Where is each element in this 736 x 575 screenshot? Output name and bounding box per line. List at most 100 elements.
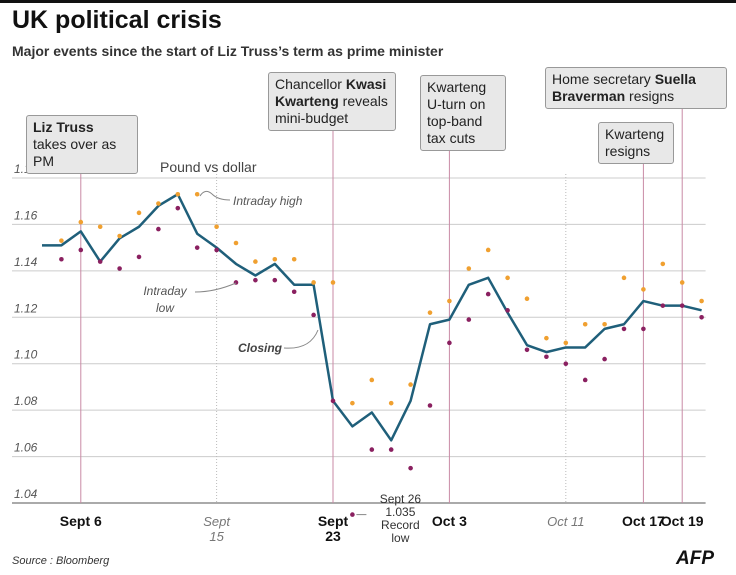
high-dot — [97, 224, 103, 230]
x-tick-label: Oct 11 — [547, 514, 585, 529]
high-dot — [330, 280, 336, 285]
record-low: Sept 26 1.035 Record low — [376, 491, 424, 545]
x-tick-label: Oct 19 — [660, 513, 704, 529]
high-dot — [78, 219, 84, 225]
low-dot — [621, 326, 627, 332]
low-dot — [582, 377, 588, 383]
high-dot — [369, 377, 375, 383]
low-dot — [679, 303, 685, 308]
x-tick-label: Oct 17 — [621, 513, 665, 529]
subtitle: Major events since the start of Liz Trus… — [12, 43, 444, 59]
event-text: Home secretary — [552, 71, 655, 87]
high-dot — [505, 275, 510, 281]
event-box: Kwarteng U-turn on top-band tax cuts — [420, 75, 506, 151]
low-dot — [156, 226, 161, 232]
low-dot — [466, 317, 472, 322]
low-dot — [253, 277, 258, 283]
low-dot — [485, 291, 491, 297]
y-tick-label: 1.04 — [14, 487, 38, 501]
low-dot — [602, 356, 607, 362]
x-tick-label: Oct 3 — [431, 513, 467, 529]
event-box: Kwarteng resigns — [598, 122, 674, 164]
high-dot — [272, 256, 278, 262]
annotation: Intraday low — [143, 284, 187, 315]
x-tick-label: Sept 15 — [203, 514, 230, 544]
high-dot — [679, 280, 685, 285]
event-text: Kwarteng U-turn on top-band tax cuts — [427, 79, 487, 146]
leader — [283, 329, 319, 349]
leader — [194, 282, 237, 293]
record-low-line: Record — [381, 517, 420, 532]
record-low-line: Sept 26 — [379, 491, 422, 506]
event-box: Liz Truss takes over as PM — [26, 115, 138, 174]
low-dot — [272, 277, 278, 283]
high-dot — [699, 298, 704, 304]
annotation: Closing — [238, 341, 282, 355]
x-tick-label: Sept 6 — [59, 513, 102, 529]
high-dot — [59, 238, 64, 243]
low-dot — [78, 247, 84, 253]
event-text: resigns — [625, 88, 675, 104]
chart-title: UK political crisis — [12, 6, 222, 34]
low-dot — [369, 447, 375, 452]
event-text: Suella Braverman — [552, 71, 696, 104]
high-dot — [291, 256, 297, 262]
low-dot — [194, 245, 200, 250]
y-tick-label: 1.10 — [14, 348, 38, 362]
high-dot — [388, 400, 394, 406]
low-dot — [505, 308, 510, 313]
event-text: takes over as PM — [33, 136, 117, 169]
event-box: Home secretary Suella Braverman resigns — [545, 67, 727, 109]
high-dot — [194, 191, 200, 197]
high-dot — [427, 310, 433, 315]
low-dot — [408, 465, 413, 471]
event-box: Chancellor Kwasi Kwarteng reveals mini-b… — [268, 72, 396, 131]
source: Source : Bloomberg — [12, 555, 110, 567]
record-low-line: low — [391, 530, 410, 545]
low-dot — [59, 256, 64, 262]
high-dot — [117, 233, 122, 239]
event-text: reveals mini-budget — [275, 93, 388, 126]
high-dot — [582, 321, 588, 327]
low-dot — [544, 354, 549, 360]
y-tick-label: 1.08 — [14, 394, 38, 408]
low-dot — [524, 347, 530, 353]
high-dot — [641, 287, 646, 292]
low-dot — [641, 326, 646, 332]
high-dot — [563, 340, 569, 346]
event-text: Kwasi Kwarteng — [275, 76, 387, 109]
high-dot — [524, 296, 530, 302]
low-dot — [660, 303, 666, 308]
event-text: Liz Truss — [33, 119, 94, 135]
annotation: Intraday high — [233, 194, 303, 208]
high-dot — [253, 259, 258, 264]
high-dot — [350, 400, 355, 406]
high-dot — [136, 210, 142, 216]
y-tick-label: 1.16 — [14, 208, 38, 222]
high-dot — [621, 275, 627, 281]
high-dot — [660, 261, 666, 267]
low-dot — [97, 259, 103, 264]
leader — [199, 190, 231, 201]
x-tick-label: Sept 23 — [317, 513, 349, 544]
high-dot — [447, 298, 452, 304]
low-dot — [291, 289, 297, 295]
logo: AFP — [676, 548, 714, 569]
high-dot — [485, 247, 491, 253]
event-text: Kwarteng resigns — [605, 126, 665, 159]
y-tick-label: 1.06 — [14, 441, 38, 455]
low-dot — [175, 205, 181, 211]
low-dot — [330, 398, 336, 404]
low-dot — [350, 512, 355, 517]
high-dot — [408, 382, 413, 387]
high-dot — [233, 240, 239, 246]
low-dot — [136, 254, 142, 260]
high-dot — [544, 335, 549, 341]
y-tick-label: 1.12 — [14, 301, 38, 315]
low-dot — [447, 340, 452, 346]
closing-line — [42, 193, 702, 442]
low-dot — [214, 247, 219, 253]
high-dot — [466, 266, 472, 271]
